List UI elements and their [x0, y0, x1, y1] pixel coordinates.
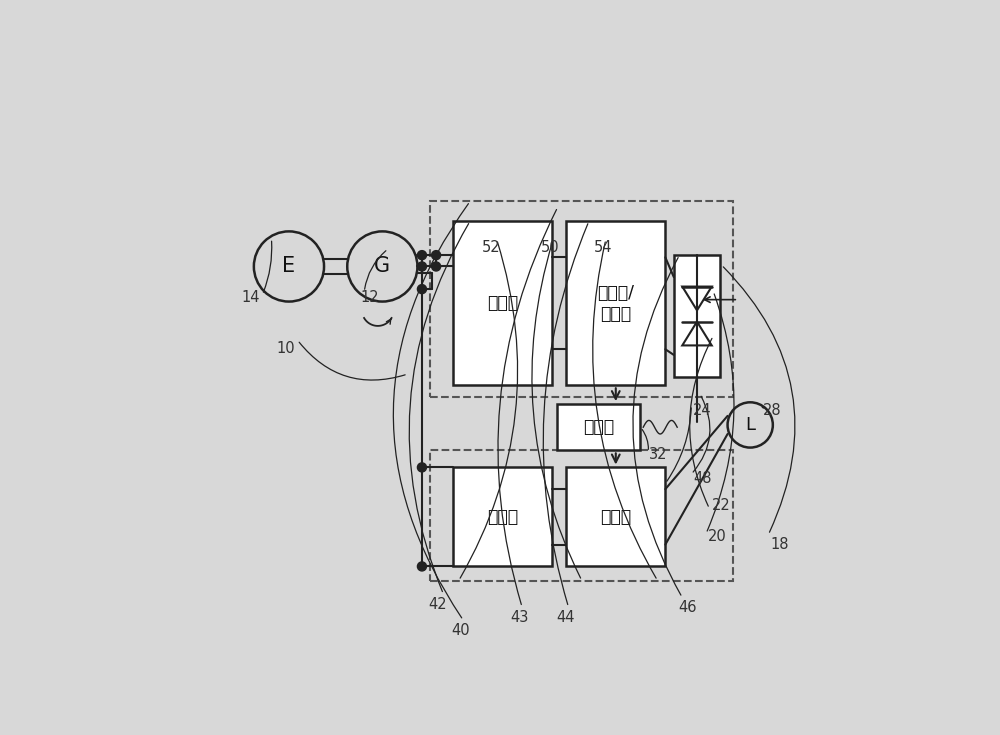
Text: L: L	[745, 416, 755, 434]
Text: 18: 18	[770, 537, 789, 553]
Circle shape	[417, 463, 426, 472]
Circle shape	[417, 284, 426, 294]
Text: 控制器: 控制器	[583, 418, 614, 436]
Text: 22: 22	[711, 498, 730, 513]
Text: 43: 43	[510, 610, 528, 625]
Text: E: E	[282, 257, 296, 276]
Text: 整流器: 整流器	[487, 294, 518, 312]
Text: 42: 42	[428, 597, 447, 612]
Text: 28: 28	[762, 404, 781, 418]
Bar	[453, 221, 552, 385]
Circle shape	[432, 251, 441, 259]
Text: 40: 40	[451, 623, 470, 638]
Text: 50: 50	[541, 240, 560, 255]
Text: 46: 46	[679, 600, 697, 615]
Bar	[430, 451, 733, 581]
Text: 20: 20	[708, 529, 727, 544]
Text: 52: 52	[482, 240, 500, 255]
Text: 54: 54	[594, 240, 612, 255]
Circle shape	[417, 562, 426, 571]
Text: 48: 48	[693, 471, 712, 487]
Text: 12: 12	[361, 290, 379, 305]
Bar	[430, 201, 733, 397]
Bar	[674, 255, 720, 377]
Text: 整流器: 整流器	[487, 508, 518, 526]
Text: 10: 10	[277, 341, 295, 356]
Bar	[557, 404, 640, 451]
Text: 14: 14	[242, 290, 260, 305]
Text: 斩波器/
逆变器: 斩波器/ 逆变器	[597, 284, 634, 323]
Bar	[453, 467, 552, 567]
Bar	[566, 221, 665, 385]
Text: 44: 44	[556, 610, 575, 625]
Circle shape	[417, 251, 426, 259]
Text: 32: 32	[649, 448, 668, 462]
Text: 逆变器: 逆变器	[600, 508, 631, 526]
Text: G: G	[374, 257, 390, 276]
Circle shape	[432, 262, 441, 271]
Bar	[566, 467, 665, 567]
Circle shape	[417, 262, 426, 271]
Text: 24: 24	[693, 404, 712, 418]
